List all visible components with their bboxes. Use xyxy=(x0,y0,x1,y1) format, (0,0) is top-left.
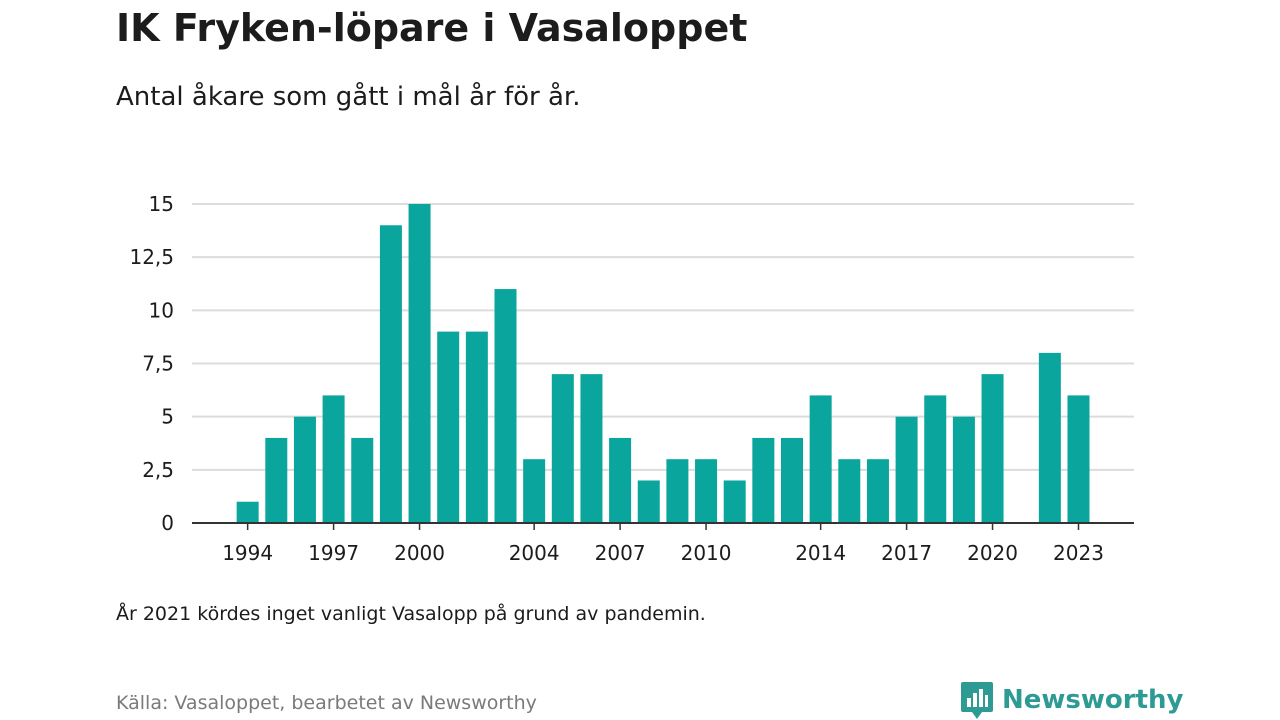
bar-2007 xyxy=(609,437,632,523)
bar-1999 xyxy=(379,225,402,523)
bar-2014 xyxy=(809,395,832,523)
x-tick-label: 2017 xyxy=(881,541,932,565)
bar-2004 xyxy=(523,459,546,523)
bar-2003 xyxy=(494,289,517,523)
x-axis-ticks: 1994 1997 2000 2004 2007 2010 2014 2017 2020 2023 xyxy=(222,523,1104,565)
bar-chart-badge-icon xyxy=(961,682,993,719)
x-tick-label: 2004 xyxy=(509,541,560,565)
chart-title: IK Fryken-löpare i Vasaloppet xyxy=(116,6,748,50)
bar-1998 xyxy=(351,437,374,523)
footnote: År 2021 kördes inget vanligt Vasalopp på… xyxy=(116,603,706,625)
y-tick-label: 5 xyxy=(161,405,174,429)
y-tick-label: 12,5 xyxy=(129,245,174,269)
bar-1995 xyxy=(265,437,288,523)
grid-lines xyxy=(192,203,1134,471)
y-tick-label: 0 xyxy=(161,511,174,535)
bar-2013 xyxy=(781,437,803,523)
x-tick-label: 2023 xyxy=(1053,541,1104,565)
bar-2002 xyxy=(465,331,488,523)
bar-2000 xyxy=(408,204,431,523)
bars xyxy=(236,204,1090,523)
bar-2019 xyxy=(952,416,975,523)
y-tick-label: 10 xyxy=(149,298,174,322)
bar-2015 xyxy=(838,459,861,523)
bar-1996 xyxy=(293,416,316,523)
bar-chart: 0 2,5 5 7,5 10 12,5 15 1994 1997 2000 2004 2007 201… xyxy=(129,192,1134,565)
bar-2011 xyxy=(723,480,746,523)
bar-2017 xyxy=(895,416,918,523)
bar-2010 xyxy=(695,459,718,523)
x-tick-label: 2014 xyxy=(795,541,846,565)
bar-1994 xyxy=(236,501,259,523)
bar-1997 xyxy=(322,395,345,523)
bar-2009 xyxy=(666,459,689,523)
y-tick-label: 7,5 xyxy=(142,352,174,376)
x-tick-label: 2007 xyxy=(595,541,646,565)
y-tick-label: 2,5 xyxy=(142,458,174,482)
y-tick-label: 15 xyxy=(149,192,174,216)
bar-2020 xyxy=(981,374,1004,523)
x-tick-label: 2020 xyxy=(967,541,1018,565)
bar-2008 xyxy=(637,480,660,523)
brand-name: Newsworthy xyxy=(1002,685,1184,715)
source-credit: Källa: Vasaloppet, bearbetet av Newswort… xyxy=(116,692,537,714)
bar-2016 xyxy=(866,459,889,523)
bar-2005 xyxy=(551,374,574,523)
y-axis-ticks: 0 2,5 5 7,5 10 12,5 15 xyxy=(129,192,174,535)
bar-2012 xyxy=(752,437,775,523)
bar-2022 xyxy=(1038,352,1061,523)
brand-logo: Newsworthy xyxy=(960,680,1183,720)
x-tick-label: 2000 xyxy=(394,541,445,565)
bar-2006 xyxy=(580,374,603,523)
bar-2023 xyxy=(1067,395,1090,523)
bar-2001 xyxy=(437,331,460,523)
x-tick-label: 1994 xyxy=(222,541,273,565)
x-tick-label: 1997 xyxy=(308,541,359,565)
chart-subtitle: Antal åkare som gått i mål år för år. xyxy=(116,82,581,112)
bar-2018 xyxy=(924,395,947,523)
x-tick-label: 2010 xyxy=(681,541,732,565)
